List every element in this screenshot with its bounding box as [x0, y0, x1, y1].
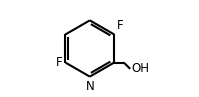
Text: F: F — [117, 19, 124, 32]
Text: N: N — [85, 80, 94, 93]
Text: OH: OH — [131, 62, 149, 75]
Text: F: F — [56, 56, 62, 69]
